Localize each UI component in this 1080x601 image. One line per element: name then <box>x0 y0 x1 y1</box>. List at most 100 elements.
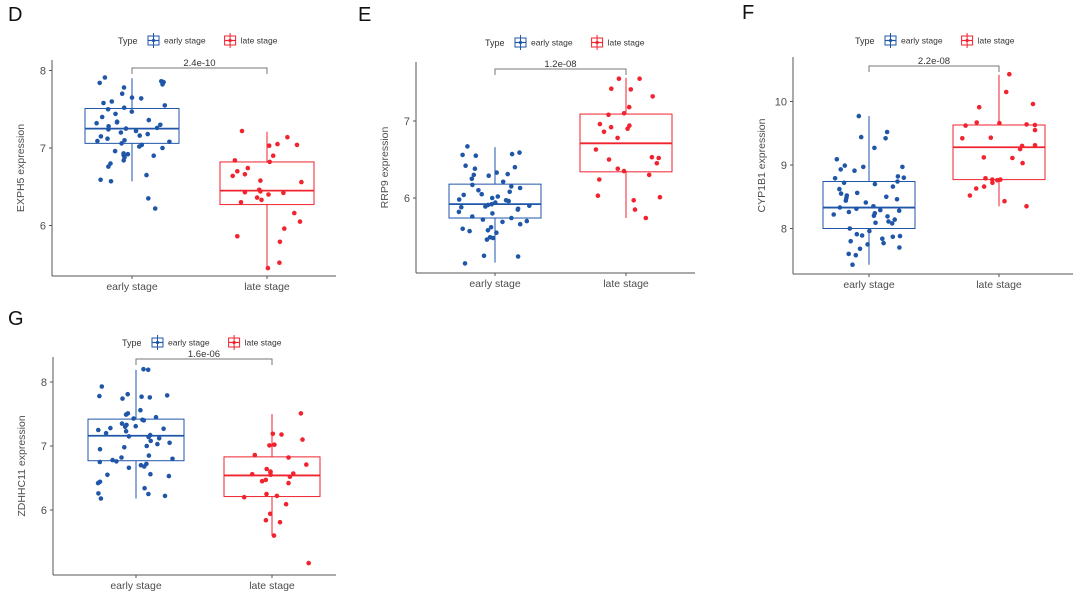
data-point <box>153 414 159 420</box>
data-point <box>967 193 973 198</box>
significance-bracket: 1.6e-06 <box>135 349 273 365</box>
data-point <box>527 203 532 208</box>
data-point <box>162 493 168 499</box>
data-point <box>148 471 153 477</box>
legend-label: early stage <box>164 36 206 46</box>
legend-key-point <box>595 40 599 45</box>
data-point <box>146 117 152 123</box>
data-point <box>105 472 110 478</box>
data-point <box>460 152 465 158</box>
box-early <box>448 144 542 266</box>
data-point <box>125 391 130 397</box>
data-point <box>1032 143 1038 148</box>
data-point <box>99 114 105 120</box>
y-tick-label: 6 <box>41 505 47 517</box>
data-point <box>272 442 277 447</box>
data-point <box>506 198 511 204</box>
data-point <box>489 201 494 207</box>
data-point <box>1007 71 1012 77</box>
y-tick-label: 9 <box>781 160 787 172</box>
data-point <box>654 161 660 166</box>
data-point <box>266 192 271 197</box>
data-point <box>643 215 649 221</box>
legend-key-late-icon <box>961 33 974 48</box>
data-point <box>481 253 487 259</box>
data-point <box>490 235 496 241</box>
data-point <box>485 228 491 233</box>
data-point <box>105 136 110 141</box>
data-point <box>494 170 499 175</box>
data-point <box>963 123 968 128</box>
data-point <box>238 200 244 205</box>
data-point <box>509 151 515 157</box>
data-point <box>156 436 162 441</box>
data-point <box>108 179 114 184</box>
data-point <box>894 197 900 202</box>
legend-key-point <box>965 38 969 43</box>
data-point <box>853 252 859 258</box>
data-point <box>267 511 273 517</box>
data-point <box>292 210 297 216</box>
x-tick-label: early stage <box>843 279 895 291</box>
data-point <box>473 153 479 158</box>
data-point <box>108 425 113 431</box>
data-point <box>291 471 296 476</box>
data-point <box>281 190 286 196</box>
box-late <box>579 76 673 221</box>
data-point <box>838 167 843 172</box>
data-point <box>146 434 151 440</box>
data-point <box>98 177 103 183</box>
data-point <box>469 176 475 182</box>
data-point <box>981 184 987 189</box>
data-point <box>463 163 468 168</box>
data-point <box>831 212 836 217</box>
data-point <box>616 76 622 81</box>
data-point <box>881 240 886 246</box>
legend-key-point <box>155 340 160 345</box>
data-point <box>990 180 995 186</box>
data-point <box>141 418 147 423</box>
data-point <box>650 94 655 99</box>
data-point <box>857 246 863 252</box>
data-point <box>258 178 263 183</box>
data-point <box>490 211 495 216</box>
data-point <box>606 157 612 162</box>
data-point <box>146 491 151 497</box>
data-point <box>854 231 860 237</box>
data-point <box>138 96 144 101</box>
data-point <box>109 99 115 104</box>
box-iqr <box>822 181 916 229</box>
data-point <box>500 179 506 185</box>
data-point <box>637 76 642 81</box>
data-point <box>976 104 982 110</box>
y-tick-label: 8 <box>781 224 787 236</box>
data-point <box>597 121 603 127</box>
data-point <box>615 135 620 141</box>
data-point <box>97 80 102 86</box>
data-point <box>900 164 905 170</box>
data-point <box>239 128 245 134</box>
data-point <box>144 172 149 178</box>
data-point <box>872 145 877 151</box>
data-point <box>118 130 124 135</box>
data-point <box>267 159 273 165</box>
data-point <box>167 440 172 446</box>
legend-key-point <box>228 38 232 43</box>
data-point <box>626 104 632 110</box>
data-point <box>470 182 475 188</box>
chart-e: Type early stage late stage 6 7 RRP9 expressi… <box>379 35 695 290</box>
data-point <box>484 237 490 242</box>
data-point <box>459 204 464 210</box>
data-point <box>145 131 150 137</box>
data-point <box>990 177 995 182</box>
data-point <box>120 396 125 401</box>
data-point <box>146 453 152 458</box>
data-point <box>462 261 468 266</box>
data-point <box>101 100 106 106</box>
data-point <box>297 219 303 224</box>
data-point <box>268 472 273 478</box>
data-point <box>267 443 272 448</box>
data-point <box>897 233 903 239</box>
data-point <box>133 423 138 429</box>
legend-key-early-icon <box>147 33 160 48</box>
